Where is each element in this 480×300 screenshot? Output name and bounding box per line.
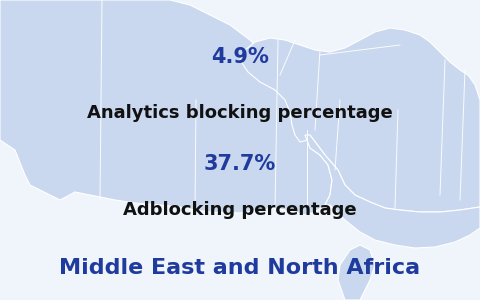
Text: Middle East and North Africa: Middle East and North Africa [60,259,420,278]
Polygon shape [0,0,332,215]
Polygon shape [240,28,480,212]
Polygon shape [305,135,480,248]
Text: 4.9%: 4.9% [211,47,269,67]
Text: Analytics blocking percentage: Analytics blocking percentage [87,103,393,122]
Text: Adblocking percentage: Adblocking percentage [123,201,357,219]
Polygon shape [338,245,375,300]
Text: 37.7%: 37.7% [204,154,276,173]
